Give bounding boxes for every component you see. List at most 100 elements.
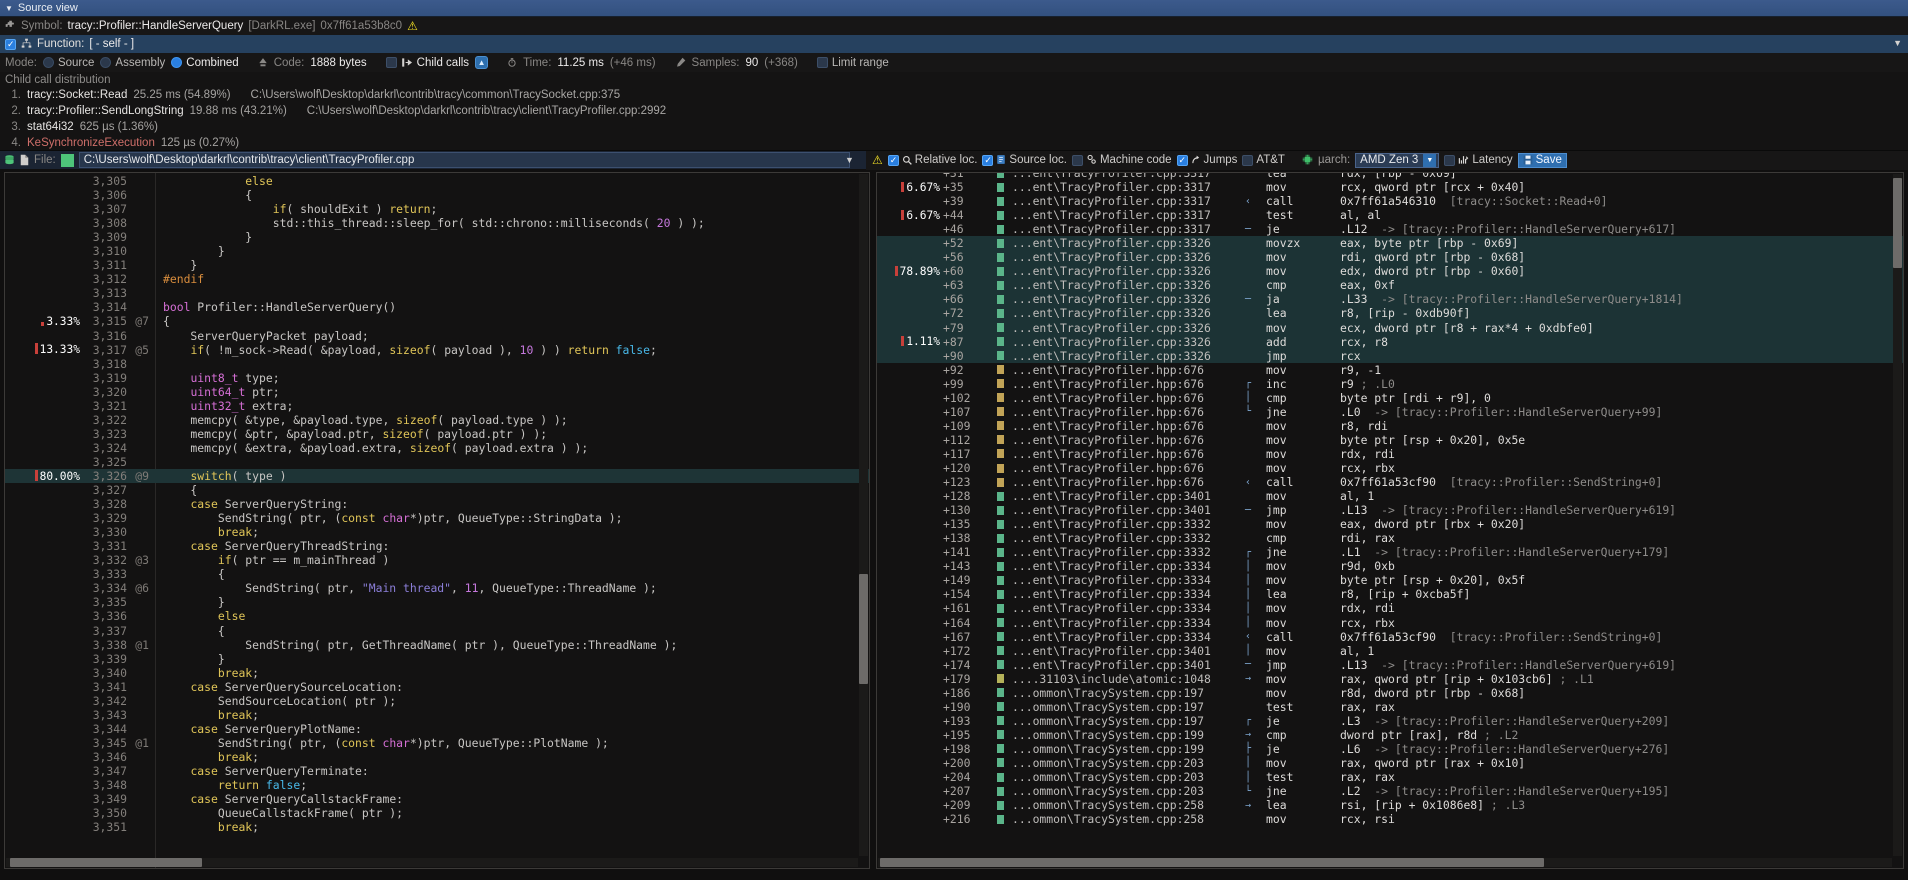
assembly-line[interactable]: +190 ...ommon\TracySystem.cpp:197 test rax,… xyxy=(877,700,1903,714)
asm-source-location[interactable]: ...ent\TracyProfiler.cpp:3326 xyxy=(1012,236,1211,251)
asm-source-location[interactable]: ...ent\TracyProfiler.cpp:3317 xyxy=(1012,208,1211,223)
asm-source-location[interactable]: ...ent\TracyProfiler.hpp:676 xyxy=(1012,362,1205,377)
source-asm-count[interactable]: @1 xyxy=(135,637,149,652)
source-line[interactable]: 3,333 { xyxy=(5,567,869,581)
source-line[interactable]: 3.33% 3,315 @7 { xyxy=(5,314,869,328)
child-call-row[interactable]: 4. KeSynchronizeExecution 125 µs (0.27%) xyxy=(5,135,1908,150)
toggle-relative-loc[interactable]: Relative loc. xyxy=(887,154,977,166)
source-line[interactable]: 3,330 break; xyxy=(5,525,869,539)
assembly-line[interactable]: +164 ...ent\TracyProfiler.cpp:3334 │ mov rcx… xyxy=(877,616,1903,630)
collapse-caret-icon[interactable]: ▼ xyxy=(5,3,13,13)
function-value[interactable]: [ - self - ] xyxy=(89,38,135,50)
machine-code-checkbox[interactable] xyxy=(1071,154,1083,166)
asm-source-location[interactable]: ...ent\TracyProfiler.cpp:3326 xyxy=(1012,306,1211,321)
asm-source-location[interactable]: ...ent\TracyProfiler.cpp:3326 xyxy=(1012,320,1211,335)
assembly-line[interactable]: +63 ...ent\TracyProfiler.cpp:3326 cmp eax, … xyxy=(877,278,1903,293)
limit-range-checkbox[interactable] xyxy=(816,57,828,68)
assembly-line[interactable]: +174 ...ent\TracyProfiler.cpp:3401 ─ jmp .L1… xyxy=(877,658,1903,672)
source-line[interactable]: 3,329 SendString( ptr, (const char*)ptr,… xyxy=(5,511,869,525)
relative-loc-checkbox[interactable] xyxy=(887,154,899,166)
assembly-line[interactable]: +167 ...ent\TracyProfiler.cpp:3334 ‹ call 0x… xyxy=(877,630,1903,644)
radio-assembly-icon[interactable] xyxy=(100,57,112,68)
mode-option-assembly[interactable]: Assembly xyxy=(100,57,165,69)
child-call-row[interactable]: 1. tracy::Socket::Read 25.25 ms (54.89%) C:… xyxy=(5,87,1908,103)
source-asm-count[interactable]: @3 xyxy=(135,553,149,568)
toggle-machine-code[interactable]: Machine code xyxy=(1071,154,1172,166)
assembly-line[interactable]: +143 ...ent\TracyProfiler.cpp:3334 │ mov r9d… xyxy=(877,559,1903,573)
source-line[interactable]: 80.00% 3,326 @9 switch( type ) xyxy=(5,468,869,484)
asm-source-location[interactable]: ...ent\TracyProfiler.cpp:3326 xyxy=(1012,348,1211,363)
toggle-att[interactable]: AT&T xyxy=(1242,154,1285,166)
asm-source-location[interactable]: ...ent\TracyProfiler.hpp:676 xyxy=(1012,461,1205,475)
asm-source-location[interactable]: ...ent\TracyProfiler.cpp:3332 xyxy=(1012,545,1211,560)
uarch-chevron-down-icon[interactable]: ▼ xyxy=(1423,153,1437,167)
assembly-line[interactable]: +31 ...ent\TracyProfiler.cpp:3317 lea rdx, … xyxy=(877,172,1903,181)
source-asm-count[interactable]: @1 xyxy=(135,735,149,750)
assembly-line[interactable]: +90 ...ent\TracyProfiler.cpp:3326 jmp rcx xyxy=(877,348,1903,363)
source-line[interactable]: 3,341 case ServerQuerySourceLocation: xyxy=(5,680,869,694)
source-pane[interactable]: 3,305 else 3,306 {3,307 if( shouldExit ) … xyxy=(4,172,870,869)
assembly-line[interactable]: +130 ...ent\TracyProfiler.cpp:3401 ─ jmp .L1… xyxy=(877,503,1903,517)
assembly-line[interactable]: +138 ...ent\TracyProfiler.cpp:3332 cmp rdi,… xyxy=(877,531,1903,545)
assembly-line[interactable]: +72 ...ent\TracyProfiler.cpp:3326 lea r8, [… xyxy=(877,306,1903,321)
asm-source-location[interactable]: ...ent\TracyProfiler.hpp:676 xyxy=(1012,404,1205,419)
source-line[interactable]: 3,345 @1 SendString( ptr, (const char*)pt… xyxy=(5,736,869,750)
uarch-select[interactable]: AMD Zen 3 ▼ xyxy=(1355,152,1440,168)
source-line[interactable]: 3,340 break; xyxy=(5,666,869,680)
source-line[interactable]: 3,327 { xyxy=(5,483,869,497)
assembly-vscroll-thumb[interactable] xyxy=(1893,178,1902,268)
asm-source-location[interactable]: ...ent\TracyProfiler.cpp:3326 xyxy=(1012,334,1211,349)
source-line[interactable]: 3,337 { xyxy=(5,624,869,638)
assembly-line[interactable]: +120 ...ent\TracyProfiler.hpp:676 mov rcx, … xyxy=(877,461,1903,475)
assembly-line[interactable]: +107 ...ent\TracyProfiler.hpp:676 └ jne .L0 … xyxy=(877,405,1903,419)
assembly-line[interactable]: 78.89% +60 ...ent\TracyProfiler.cpp:3326 mo… xyxy=(877,264,1903,279)
file-path-input[interactable]: C:\Users\wolf\Desktop\darkrl\contrib\tra… xyxy=(78,152,850,168)
asm-source-location[interactable]: ...ent\TracyProfiler.cpp:3334 xyxy=(1012,587,1211,602)
source-line[interactable]: 3,336 else xyxy=(5,609,869,623)
asm-source-location[interactable]: ...ent\TracyProfiler.cpp:3317 xyxy=(1012,222,1211,237)
source-line[interactable]: 3,339 } xyxy=(5,652,869,666)
mode-option-combined[interactable]: Combined xyxy=(171,57,239,69)
asm-source-location[interactable]: ...ent\TracyProfiler.cpp:3326 xyxy=(1012,278,1211,293)
source-line[interactable]: 3,335 } xyxy=(5,595,869,609)
source-vertical-scrollbar[interactable] xyxy=(859,174,868,856)
warning-triangle-icon[interactable]: ⚠ xyxy=(407,19,418,33)
assembly-line[interactable]: +200 ...ommon\TracySystem.cpp:203 │ mov rax,… xyxy=(877,756,1903,770)
child-call-name[interactable]: KeSynchronizeExecution xyxy=(27,137,155,149)
source-line[interactable]: 3,319 uint8_t type; xyxy=(5,371,869,385)
function-expand-caret-icon[interactable]: ▼ xyxy=(1893,38,1902,48)
source-line[interactable]: 3,344 case ServerQueryPlotName: xyxy=(5,722,869,736)
assembly-line[interactable]: +209 ...ommon\TracySystem.cpp:258 → lea rsi,… xyxy=(877,798,1903,812)
asm-source-location[interactable]: ...ommon\TracySystem.cpp:197 xyxy=(1012,699,1205,714)
radio-combined-icon[interactable] xyxy=(171,57,183,68)
assembly-line[interactable]: +198 ...ommon\TracySystem.cpp:199 ├ je .L6 -… xyxy=(877,742,1903,756)
child-call-name[interactable]: tracy::Socket::Read xyxy=(27,89,128,101)
assembly-line[interactable]: +102 ...ent\TracyProfiler.hpp:676 │ cmp byte… xyxy=(877,391,1903,405)
asm-source-location[interactable]: ...ent\TracyProfiler.cpp:3317 xyxy=(1012,172,1211,181)
assembly-line[interactable]: +149 ...ent\TracyProfiler.cpp:3334 │ mov byt… xyxy=(877,573,1903,587)
source-asm-count[interactable]: @6 xyxy=(135,581,149,596)
assembly-line[interactable]: +154 ...ent\TracyProfiler.cpp:3334 │ lea r8,… xyxy=(877,587,1903,601)
asm-source-location[interactable]: ...ommon\TracySystem.cpp:199 xyxy=(1012,741,1205,756)
database-icon[interactable] xyxy=(4,154,15,166)
asm-source-location[interactable]: ...ent\TracyProfiler.hpp:676 xyxy=(1012,390,1205,405)
asm-source-location[interactable]: ...ent\TracyProfiler.hpp:676 xyxy=(1012,418,1205,433)
asm-source-location[interactable]: ...ent\TracyProfiler.hpp:676 xyxy=(1012,432,1205,447)
assembly-line[interactable]: +46 ...ent\TracyProfiler.cpp:3317 ─ je .L12 … xyxy=(877,222,1903,236)
asm-source-location[interactable]: ...ent\TracyProfiler.hpp:676 xyxy=(1012,475,1205,490)
source-line[interactable]: 3,311 } xyxy=(5,258,869,272)
assembly-line[interactable]: +186 ...ommon\TracySystem.cpp:197 mov r8d, … xyxy=(877,686,1903,700)
asm-source-location[interactable]: ...ent\TracyProfiler.cpp:3317 xyxy=(1012,180,1211,195)
assembly-line[interactable]: +99 ...ent\TracyProfiler.hpp:676 ┌ inc r9 ; … xyxy=(877,377,1903,391)
assembly-line[interactable]: 6.67% +44 ...ent\TracyProfiler.cpp:3317 tes… xyxy=(877,208,1903,222)
source-line[interactable]: 13.33% 3,317 @5 if( !m_sock->Read( &payloa… xyxy=(5,343,869,357)
asm-source-location[interactable]: ...ent\TracyProfiler.cpp:3332 xyxy=(1012,517,1211,532)
source-line[interactable]: 3,314 bool Profiler::HandleServerQuery() xyxy=(5,300,869,314)
source-loc-checkbox[interactable] xyxy=(982,154,994,166)
source-hscroll-thumb[interactable] xyxy=(10,858,202,867)
asm-source-location[interactable]: ...ent\TracyProfiler.cpp:3326 xyxy=(1012,292,1211,307)
source-line[interactable]: 3,350 QueueCallstackFrame( ptr ); xyxy=(5,806,869,820)
save-button[interactable]: Save xyxy=(1517,152,1567,168)
asm-source-location[interactable]: ...ent\TracyProfiler.cpp:3401 xyxy=(1012,489,1211,504)
asm-source-location[interactable]: ...ommon\TracySystem.cpp:203 xyxy=(1012,755,1205,770)
